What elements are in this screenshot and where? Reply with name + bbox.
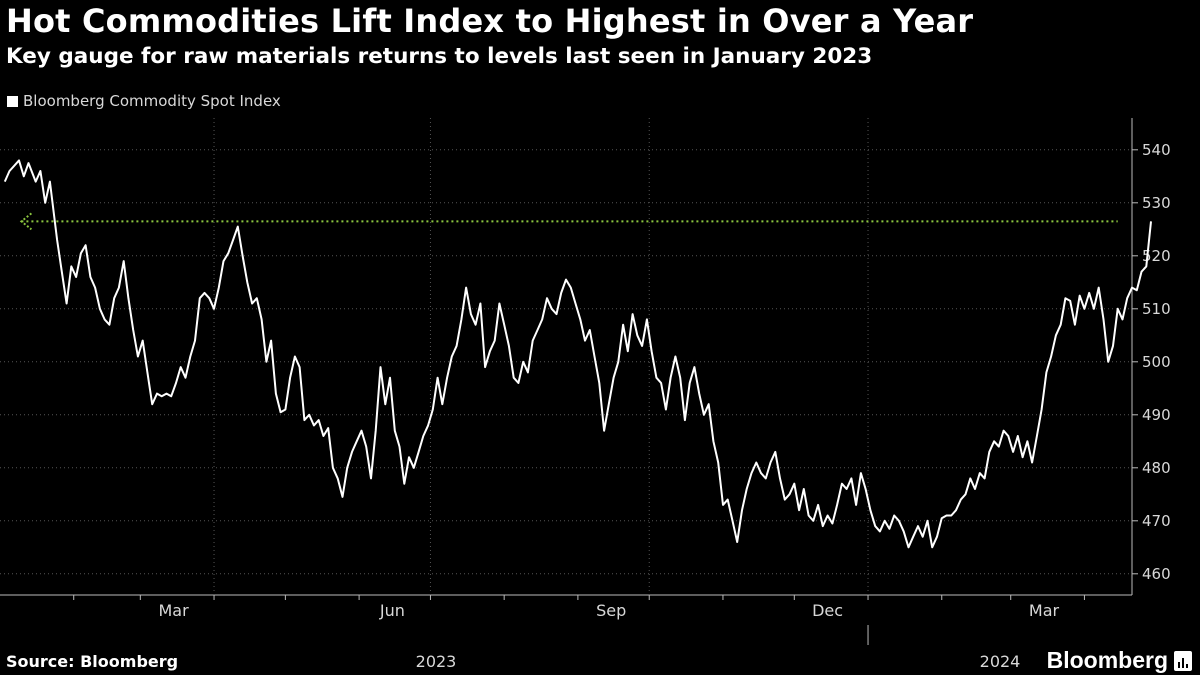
legend-label: Bloomberg Commodity Spot Index (23, 92, 281, 110)
reference-arrow (19, 212, 33, 231)
y-tick-label: 480 (1142, 459, 1171, 477)
x-tick-label: Mar (1029, 601, 1060, 620)
x-tick-label: Jun (379, 601, 405, 620)
legend: Bloomberg Commodity Spot Index (7, 92, 281, 110)
x-tick-label: Mar (159, 601, 190, 620)
y-tick-label: 530 (1142, 194, 1171, 212)
y-tick-label: 500 (1142, 353, 1171, 371)
source-note: Source: Bloomberg (6, 652, 179, 671)
y-tick-label: 490 (1142, 406, 1171, 424)
x-tick-label: Dec (812, 601, 843, 620)
y-tick-label: 510 (1142, 300, 1171, 318)
legend-swatch (7, 95, 18, 107)
y-tick-label: 540 (1142, 141, 1171, 159)
bloomberg-terminal-icon (1174, 650, 1192, 671)
y-tick-label: 460 (1142, 565, 1171, 583)
chart-title: Hot Commodities Lift Index to Highest in… (6, 2, 974, 40)
chart-subtitle: Key gauge for raw materials returns to l… (6, 44, 873, 69)
year-label: 2023 (416, 652, 457, 671)
brand-wordmark: Bloomberg (1046, 647, 1168, 673)
x-tick-label: Sep (596, 601, 626, 620)
y-tick-label: 470 (1142, 512, 1171, 530)
y-tick-label: 520 (1142, 247, 1171, 265)
brand-logo: Bloomberg (1047, 647, 1192, 674)
year-label: 2024 (980, 652, 1021, 671)
series-line (3, 159, 1152, 549)
